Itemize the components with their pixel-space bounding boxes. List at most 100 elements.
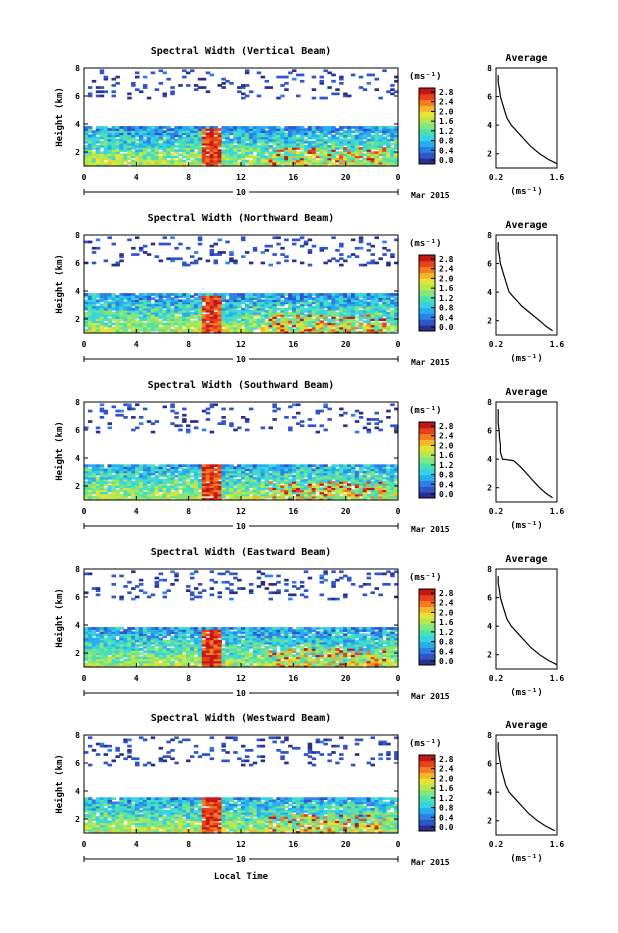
heatmap-cell (375, 88, 380, 91)
heatmap-cell (253, 318, 257, 321)
heatmap-cell (386, 469, 391, 472)
x-tick-label: 4 (134, 340, 139, 349)
heatmap-cell (233, 487, 238, 490)
heatmap-cell (296, 239, 301, 242)
heatmap-cell (339, 126, 344, 129)
heatmap-cell (139, 90, 144, 93)
heatmap-cell (316, 464, 321, 467)
heatmap-cell (221, 304, 226, 307)
heatmap-cell (386, 249, 391, 252)
heatmap-cell (359, 126, 364, 129)
heatmap-cell (147, 126, 152, 129)
heatmap-cell (327, 86, 332, 89)
heatmap-cell (323, 69, 328, 72)
heatmap-cell (312, 318, 317, 321)
average-x-tick-label: 0.2 (489, 340, 504, 349)
heatmap-cell (284, 416, 289, 419)
heatmap-cell (382, 241, 387, 244)
heatmap-cell (261, 427, 266, 430)
x-tick-label: 8 (186, 173, 191, 182)
heatmap-cell (323, 247, 328, 250)
average-x-tick-label: 1.6 (550, 173, 565, 182)
heatmap-cell (363, 471, 368, 474)
heatmap-cell (214, 126, 219, 129)
panel-title: Spectral Width (Northward Beam) (148, 212, 335, 224)
heatmap-cell (320, 80, 325, 83)
heatmap-cell (108, 318, 113, 321)
colorbar-swatch (419, 296, 435, 302)
heatmap-cell (367, 243, 372, 246)
heatmap-cell (174, 327, 179, 330)
heatmap-cell (159, 82, 164, 85)
heatmap-cell (292, 78, 297, 81)
heatmap-cell (382, 253, 387, 256)
heatmap-cell (316, 496, 321, 499)
heatmap-cell (296, 422, 301, 425)
heatmap-cell (245, 126, 250, 129)
heatmap-cell (378, 293, 383, 296)
heatmap-cell (96, 126, 101, 129)
heatmap-cell (249, 310, 254, 313)
heatmap-cell (221, 329, 226, 332)
heatmap-cell (170, 422, 175, 425)
colorbar-unit: (ms⁻¹) (409, 406, 442, 416)
heatmap-cell (155, 475, 160, 478)
heatmap-cell (245, 69, 250, 72)
heatmap-cell (139, 126, 144, 129)
heatmap-cell (233, 293, 238, 296)
heatmap-cell (261, 481, 266, 484)
heatmap-cell (218, 251, 223, 254)
colorbar-swatch (419, 255, 435, 261)
heatmap-cell (261, 76, 266, 79)
x-tick-label: 8 (186, 340, 191, 349)
x-tick-label: 16 (289, 173, 299, 182)
average-title: Average (505, 53, 547, 64)
heatmap-cell (276, 318, 281, 321)
heatmap-cell (119, 414, 124, 417)
heatmap-cell (327, 302, 332, 305)
heatmap-cell (335, 158, 340, 161)
heatmap-cell (159, 479, 164, 482)
heatmap-cell (304, 479, 309, 482)
heatmap-cell (382, 126, 387, 129)
heatmap-cell (339, 408, 344, 411)
heatmap-cell (174, 464, 179, 467)
heatmap-cell (151, 243, 156, 246)
heatmap-cell (92, 262, 97, 265)
colorbar-tick-label: 2.8 (439, 422, 454, 431)
heatmap-cell (100, 90, 105, 93)
colorbar-tick-label: 2.8 (439, 255, 454, 264)
heatmap-cells (84, 403, 399, 500)
heatmap-cell (163, 299, 168, 302)
heatmap-cell (390, 293, 395, 296)
heatmap-cell (300, 262, 305, 265)
heatmap-cell (280, 76, 285, 79)
heatmap-cell (182, 69, 187, 72)
heatmap-cell (202, 293, 207, 296)
heatmap-cell (253, 126, 257, 129)
heatmap-cell (316, 410, 321, 413)
panel-title: Spectral Width (Vertical Beam) (151, 45, 332, 57)
heatmap-cell (375, 418, 380, 421)
heatmap-cell (304, 241, 309, 244)
heatmap-cell (245, 304, 250, 307)
heatmap-cell (355, 325, 360, 328)
heatmap-cell (320, 126, 325, 129)
colorbar-tick-label: 1.2 (439, 127, 454, 136)
x-tick-label: 12 (236, 507, 246, 516)
heatmap-cell (218, 84, 223, 87)
heatmap-cell (355, 464, 360, 467)
heatmap-cell (84, 126, 89, 129)
heatmap-cell (115, 262, 120, 265)
heatmap-cell (386, 139, 391, 142)
heatmap-cell (312, 424, 317, 427)
heatmap-cell (108, 302, 113, 305)
heatmap-cell (88, 420, 93, 423)
heatmap-cell (386, 325, 391, 328)
heatmap-cell (88, 86, 93, 89)
heatmap-cell (237, 427, 242, 430)
heatmap-cell (131, 293, 136, 296)
heatmap-cell (108, 427, 113, 430)
colorbar-swatch (419, 486, 435, 492)
heatmap-cell (127, 591, 132, 594)
